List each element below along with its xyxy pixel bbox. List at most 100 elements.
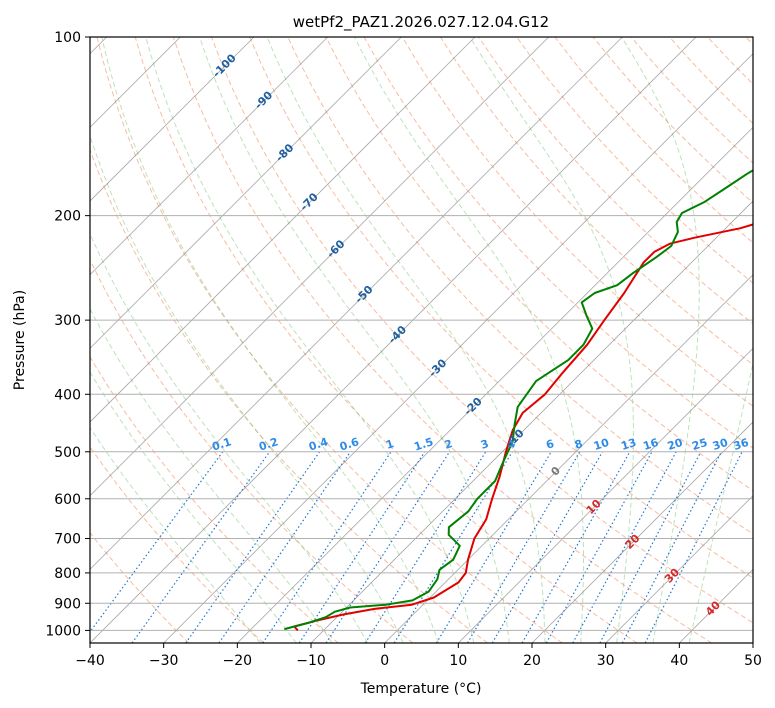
isotherm-label: 30 xyxy=(662,566,682,586)
moist-adiabat-line xyxy=(199,37,510,643)
x-tick-label: 30 xyxy=(597,653,615,669)
mixing-ratio-label: 1.5 xyxy=(412,435,435,453)
mixing-ratio-line xyxy=(262,451,392,643)
isotherm-line xyxy=(605,495,753,643)
isotherm-label: -50 xyxy=(352,283,375,306)
profile-line xyxy=(293,223,753,632)
mixing-ratio-line xyxy=(218,451,351,643)
x-tick-label: −40 xyxy=(75,653,105,669)
pressure-gridlines xyxy=(90,36,753,631)
x-tick-label: 20 xyxy=(523,653,541,669)
y-tick-label: 800 xyxy=(54,566,81,582)
mixing-ratio-line xyxy=(644,451,743,643)
moist-adiabat-line xyxy=(101,37,439,643)
mixing-ratio-label: 1 xyxy=(384,437,395,452)
isotherm-label: 20 xyxy=(622,532,642,552)
moist-adiabat-line xyxy=(621,37,700,643)
dry-adiabat-line xyxy=(90,258,414,643)
dry-adiabat-line xyxy=(249,37,753,579)
dry-adiabat-line xyxy=(90,531,190,643)
mixing-ratio-line xyxy=(521,451,631,643)
x-tick-label: 0 xyxy=(380,653,389,669)
profiles xyxy=(284,169,753,632)
mixing-ratio-label: 10 xyxy=(592,436,611,453)
isotherm-label: 40 xyxy=(703,598,723,618)
y-tick-label: 700 xyxy=(54,532,81,548)
moist-adiabat-line xyxy=(90,134,404,643)
isotherm-label: -90 xyxy=(252,88,275,111)
isotherm-label: 0 xyxy=(548,464,563,479)
x-tick-label: −30 xyxy=(149,653,179,669)
y-axis-ticks: 100 200 300 400 500 600 700 800 900 1000 xyxy=(45,30,90,639)
isotherm-line xyxy=(163,53,753,643)
background-lines xyxy=(90,37,753,643)
mixing-ratio-line xyxy=(621,451,722,643)
isotherm-label: -40 xyxy=(386,323,409,346)
mixing-ratio-line xyxy=(599,451,702,643)
dry-adiabat-line xyxy=(134,37,638,643)
x-tick-label: 40 xyxy=(670,653,688,669)
isotherm-line xyxy=(458,347,753,643)
isotherm-line xyxy=(752,642,753,643)
mixing-ratio-line xyxy=(364,451,487,643)
isotherm-line xyxy=(90,37,328,276)
x-tick-label: 10 xyxy=(449,653,467,669)
mixing-ratio-line xyxy=(393,451,513,643)
mixing-ratio-label: 8 xyxy=(573,437,584,452)
isotherm-line xyxy=(237,126,753,643)
plot-frame xyxy=(89,36,754,644)
x-axis-ticks: −40 −30 −20 −10 0 10 20 30 40 50 xyxy=(75,643,762,669)
mixing-ratio-line xyxy=(185,451,321,643)
isotherm-line xyxy=(679,568,753,643)
mixing-ratio-label: 13 xyxy=(619,436,638,453)
mixing-ratio-label: 16 xyxy=(642,436,661,453)
isotherm-label: -70 xyxy=(298,190,321,213)
dry-adiabat-line xyxy=(211,37,753,624)
mixing-ratio-line xyxy=(572,451,677,643)
isotherm-line xyxy=(90,37,623,570)
dry-adiabat-line xyxy=(516,37,753,284)
x-axis-label: Temperature (°C) xyxy=(360,681,482,697)
isotherm-line xyxy=(90,37,549,497)
moist-adiabat-line xyxy=(145,37,475,643)
isotherm-line xyxy=(90,37,255,202)
mixing-ratio-label: 25 xyxy=(690,436,709,453)
moist-adiabat-line xyxy=(688,361,753,643)
isotherm-label: -20 xyxy=(462,395,485,418)
isotherm-line xyxy=(384,274,753,643)
isotherm-line xyxy=(90,37,402,349)
mixing-ratio-label: 3 xyxy=(479,437,490,452)
line-labels: 0.1 0.2 0.4 0.6 1 1.5 2 3 4 6 8 10 13 16 20 25 30 36-100-… xyxy=(210,51,751,618)
dry-adiabat-line xyxy=(401,37,753,407)
mixing-ratio-line xyxy=(466,451,581,643)
dry-adiabat-line xyxy=(90,445,264,643)
mixing-ratio-label: 36 xyxy=(732,436,751,453)
mixing-ratio-line xyxy=(491,451,603,643)
x-tick-label: 50 xyxy=(744,653,762,669)
dry-adiabat-line xyxy=(439,37,753,366)
isotherm-label: 10 xyxy=(584,497,604,517)
mixing-ratio-label: 0.2 xyxy=(257,435,280,453)
dry-adiabat-line xyxy=(554,37,753,244)
moist-adiabat-line xyxy=(469,37,634,643)
dry-adiabat-line xyxy=(669,37,753,125)
x-tick-label: −10 xyxy=(296,653,326,669)
chart-title: wetPf2_PAZ1.2026.027.12.04.G12 xyxy=(293,13,549,32)
dry-adiabat-line xyxy=(707,37,753,85)
isotherm-label: -100 xyxy=(210,51,239,80)
mixing-ratio-label: 0.4 xyxy=(307,435,330,453)
moist-adiabat-line xyxy=(266,37,546,643)
y-tick-label: 300 xyxy=(54,313,81,329)
moist-adiabat-line xyxy=(90,307,333,643)
isotherm-label: -80 xyxy=(273,141,296,164)
y-tick-label: 400 xyxy=(54,387,81,403)
mixing-ratio-label: 20 xyxy=(666,436,685,453)
y-tick-label: 1000 xyxy=(45,623,81,639)
mixing-ratio-label: 6 xyxy=(544,437,556,452)
mixing-ratio-label: 0.1 xyxy=(210,435,233,453)
dry-adiabat-line xyxy=(363,37,753,449)
moist-adiabat-line xyxy=(90,426,261,643)
moist-adiabat-line xyxy=(90,371,297,643)
mixing-ratio-label: 0.6 xyxy=(338,435,361,453)
isotherm-label: -60 xyxy=(324,237,347,260)
